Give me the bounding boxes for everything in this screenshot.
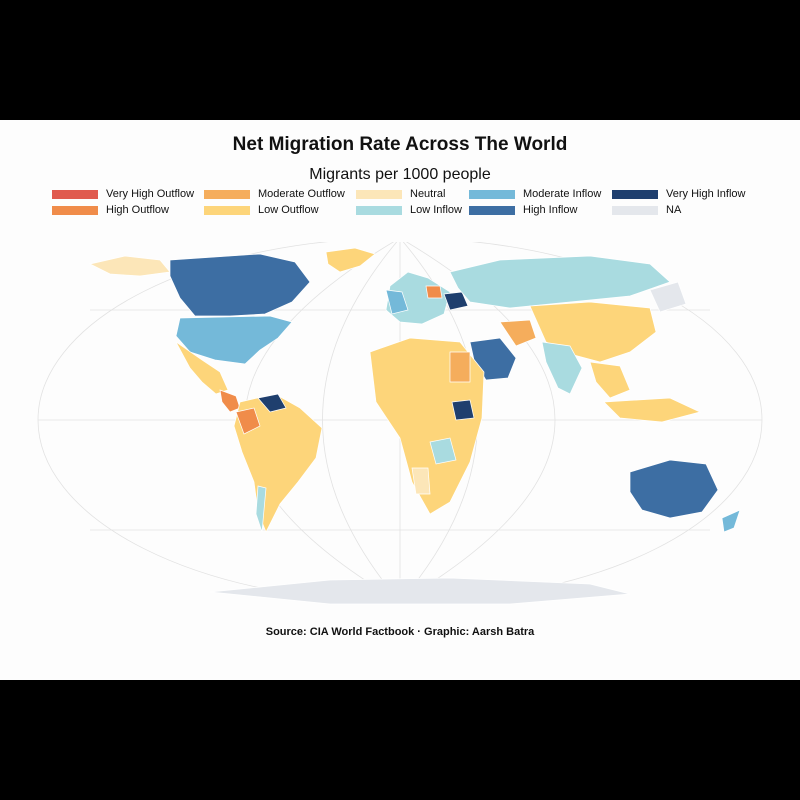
india-region — [541, 341, 583, 395]
source-caption: Source: CIA World Factbook · Graphic: Aa… — [265, 626, 535, 638]
legend-label: Very High Outflow — [106, 188, 195, 200]
legend-item-low-outflow: Low Outflow — [204, 202, 319, 218]
legend-label: High Outflow — [106, 204, 169, 216]
russia-region — [449, 255, 671, 309]
legend-swatch — [469, 205, 515, 215]
legend: Very High Outflow High Outflow Moderate … — [52, 186, 772, 220]
southeast-asia-region — [589, 361, 631, 399]
chile-region — [255, 485, 267, 533]
chart-subtitle: Migrants per 1000 people — [309, 166, 491, 183]
legend-swatch — [356, 205, 402, 215]
ukraine-region — [443, 291, 469, 311]
japan-region — [649, 281, 687, 313]
south-sudan-region — [451, 399, 475, 421]
legend-label: Low Outflow — [258, 204, 319, 216]
central-africa-region — [429, 437, 457, 465]
legend-swatch — [612, 205, 658, 215]
namibia-region — [411, 467, 431, 495]
legend-label: Low Inflow — [410, 204, 462, 216]
colombia-region — [235, 407, 261, 435]
australia-region — [629, 459, 719, 519]
western-europe-region — [385, 289, 409, 315]
south-america-region — [233, 393, 323, 533]
iran-region — [499, 319, 537, 347]
central-america-region — [219, 389, 241, 413]
canada-region — [169, 253, 311, 317]
legend-swatch — [612, 189, 658, 199]
greenland-region — [325, 247, 376, 273]
poland-region — [425, 285, 443, 299]
legend-item-very-high-outflow: Very High Outflow — [52, 186, 194, 202]
legend-item-very-high-inflow: Very High Inflow — [612, 186, 745, 202]
egypt-sudan-region — [449, 351, 471, 383]
legend-label: NA — [666, 204, 682, 216]
legend-swatch — [469, 189, 515, 199]
countries — [88, 247, 741, 605]
legend-label: Neutral — [410, 188, 446, 200]
legend-swatch — [204, 205, 250, 215]
legend-item-na: NA — [612, 202, 681, 218]
legend-swatch — [356, 189, 402, 199]
legend-swatch — [52, 189, 98, 199]
bottom-letterbox — [0, 680, 800, 800]
legend-item-moderate-inflow: Moderate Inflow — [469, 186, 601, 202]
top-letterbox — [0, 0, 800, 120]
indonesia-region — [603, 397, 702, 423]
legend-swatch — [52, 205, 98, 215]
usa-region — [175, 315, 293, 365]
legend-label: Moderate Inflow — [523, 188, 602, 200]
alaska-region — [88, 255, 171, 277]
world-map — [37, 242, 763, 605]
legend-item-neutral: Neutral — [356, 186, 445, 202]
legend-item-high-inflow: High Inflow — [469, 202, 577, 218]
legend-label: Moderate Outflow — [258, 188, 345, 200]
antarctica-region — [209, 577, 631, 605]
legend-swatch — [204, 189, 250, 199]
legend-item-low-inflow: Low Inflow — [356, 202, 462, 218]
chart-title: Net Migration Rate Across The World — [232, 134, 568, 155]
legend-label: Very High Inflow — [666, 188, 746, 200]
legend-item-high-outflow: High Outflow — [52, 202, 169, 218]
legend-item-moderate-outflow: Moderate Outflow — [204, 186, 345, 202]
map-panel: Net Migration Rate Across The World Migr… — [0, 120, 800, 680]
venezuela-region — [257, 393, 287, 413]
new-zealand-region — [721, 509, 741, 533]
legend-label: High Inflow — [523, 204, 578, 216]
